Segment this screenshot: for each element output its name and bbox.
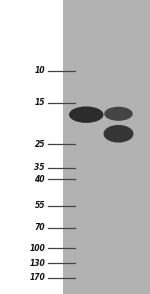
Text: 70: 70 xyxy=(34,223,45,232)
Text: 35: 35 xyxy=(34,163,45,172)
Text: 100: 100 xyxy=(29,244,45,253)
Ellipse shape xyxy=(104,107,133,121)
Text: 15: 15 xyxy=(34,98,45,107)
Text: 170: 170 xyxy=(29,273,45,282)
Bar xyxy=(63,0,150,294)
Ellipse shape xyxy=(69,106,103,123)
Text: 10: 10 xyxy=(34,66,45,75)
Text: 130: 130 xyxy=(29,259,45,268)
Text: 40: 40 xyxy=(34,175,45,184)
Ellipse shape xyxy=(103,125,134,143)
Text: 55: 55 xyxy=(34,201,45,210)
Text: 25: 25 xyxy=(34,140,45,148)
